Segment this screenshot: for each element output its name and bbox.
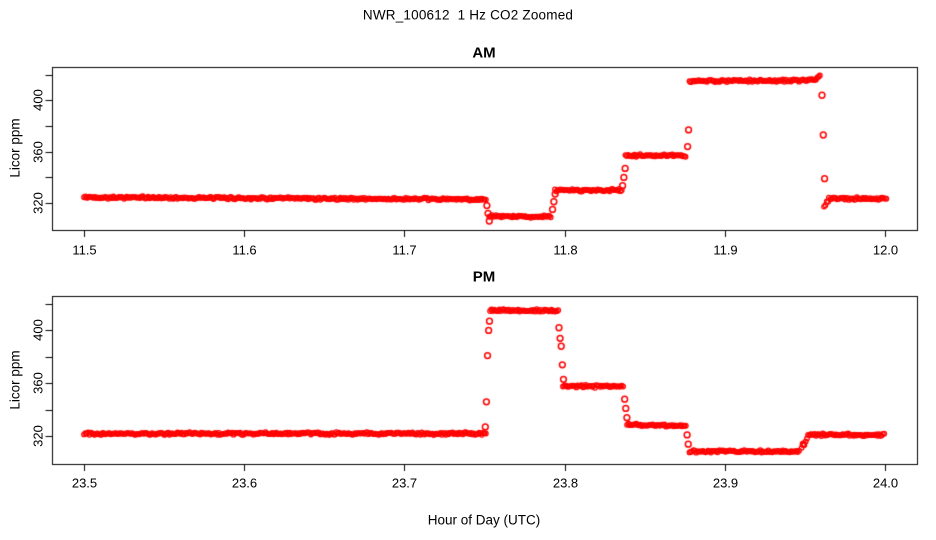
y-tick-label: 400 (30, 319, 46, 341)
x-tick-label: 24.0 (872, 475, 899, 491)
x-tick-label: 23.7 (391, 475, 418, 491)
y-tick-label: 360 (30, 141, 46, 163)
x-tick-label: 23.8 (552, 475, 579, 491)
figure-title: NWR_100612 1 Hz CO2 Zoomed (362, 7, 574, 23)
y-tick-label: 360 (30, 372, 46, 394)
x-axis-label: Hour of Day (UTC) (427, 512, 541, 528)
panel-am-title: AM (472, 44, 496, 62)
y-axis-label-pm: Licor ppm (7, 350, 23, 410)
x-tick-label: 23.6 (231, 475, 258, 491)
panel-pm-title: PM (472, 268, 496, 286)
x-tick-label: 11.6 (232, 242, 257, 258)
x-tick-label: 11.5 (72, 242, 97, 258)
y-tick-label: 320 (30, 192, 46, 214)
x-tick-label: 12.0 (872, 242, 899, 258)
y-axis-label-am: Licor ppm (7, 118, 23, 178)
y-tick-label: 320 (30, 425, 46, 447)
x-tick-label: 11.9 (713, 242, 738, 258)
x-tick-label: 11.7 (392, 242, 417, 258)
x-tick-label: 23.9 (712, 475, 739, 491)
x-tick-label: 23.5 (71, 475, 98, 491)
x-tick-label: 11.8 (553, 242, 578, 258)
y-tick-label: 400 (30, 89, 46, 111)
